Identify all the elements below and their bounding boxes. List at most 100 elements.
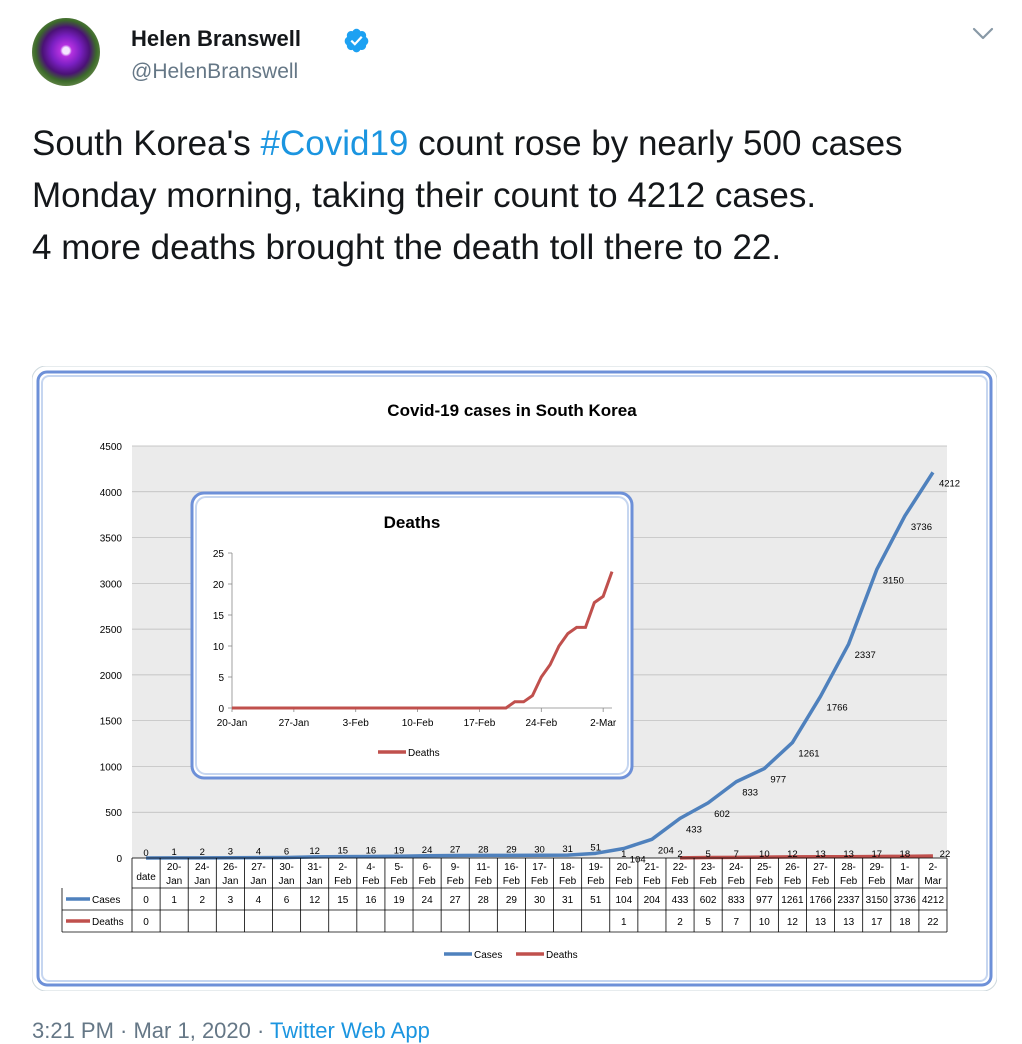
table-header-cell: 27- xyxy=(813,862,827,873)
deaths-data-label: 13 xyxy=(815,849,826,860)
cases-data-label: 0 xyxy=(143,848,148,859)
inset-x-tick-label: 17-Feb xyxy=(464,718,496,729)
cases-data-label: 51 xyxy=(590,842,601,853)
table-header-cell: 23- xyxy=(701,862,715,873)
table-header-cell: Feb xyxy=(643,876,661,887)
table-header-cell: Feb xyxy=(728,876,746,887)
display-name[interactable]: Helen Branswell xyxy=(131,26,301,51)
cases-data-label: 24 xyxy=(422,845,433,856)
cases-data-label: 602 xyxy=(714,809,730,820)
inset-x-tick-label: 2-Mar xyxy=(590,718,617,729)
table-header-cell: Feb xyxy=(615,876,633,887)
table-cell: 2 xyxy=(677,917,683,928)
y-tick-label: 2000 xyxy=(100,671,123,682)
inset-deaths-series xyxy=(232,571,614,710)
cases-line xyxy=(146,471,935,860)
table-header-cell: Feb xyxy=(447,876,465,887)
table-cell: 5 xyxy=(705,917,711,928)
y-tick-label: 0 xyxy=(116,854,122,865)
table-cell: 2337 xyxy=(838,895,861,906)
table-cell: 4 xyxy=(256,895,262,906)
table-header-cell: Feb xyxy=(587,876,605,887)
cases-data-label: 28 xyxy=(478,844,489,855)
table-header-cell: Jan xyxy=(250,876,266,887)
inset-x-tick-label: 24-Feb xyxy=(525,718,557,729)
table-header-cell: Feb xyxy=(531,876,549,887)
table-header-cell: 26- xyxy=(785,862,799,873)
table-cell: 7 xyxy=(733,917,739,928)
deaths-data-label: 1 xyxy=(621,849,626,860)
table-cell: 24 xyxy=(422,895,434,906)
table-cell: 3 xyxy=(228,895,234,906)
deaths-data-label: 17 xyxy=(871,849,882,860)
table-header-cell: 18- xyxy=(560,862,574,873)
table-header-cell: Feb xyxy=(475,876,493,887)
table-header-cell: Jan xyxy=(222,876,238,887)
timestamp[interactable]: 3:21 PM · Mar 1, 2020 · xyxy=(32,1018,271,1043)
tweet-paragraph: South Korea's #Covid19 count rose by nea… xyxy=(32,118,992,222)
cases-data-label: 977 xyxy=(770,775,786,786)
y-tick-label: 3500 xyxy=(100,534,123,545)
table-header-cell: 17- xyxy=(532,862,546,873)
deaths-series: 1 2 5 7 10 12 13 13 17 18 22 xyxy=(621,849,950,860)
deaths-data-label: 7 xyxy=(734,849,739,860)
table-header-cell: 24- xyxy=(729,862,743,873)
inset-legend: Deaths xyxy=(378,748,440,759)
tweet-text-part: count rose by nearly 500 cases Monday mo… xyxy=(32,124,903,215)
table-row-label: Deaths xyxy=(92,917,124,928)
y-tick-label: 2500 xyxy=(100,625,123,636)
y-tick-label: 1500 xyxy=(100,717,123,728)
cases-data-label: 3736 xyxy=(911,522,932,533)
table-cell: 0 xyxy=(143,895,149,906)
inset-axes: 0 5 10 15 20 25 20-Jan 27-Jan 3-Feb 10-Feb 17-Feb 2… xyxy=(213,549,617,729)
table-header-cell: 20- xyxy=(617,862,631,873)
table-header-cell: 21- xyxy=(645,862,659,873)
cases-data-label: 2337 xyxy=(855,650,876,661)
cases-data-label: 1766 xyxy=(827,702,848,713)
inset-x-tick-label: 3-Feb xyxy=(343,718,370,729)
table-header-cell: Jan xyxy=(307,876,323,887)
table-header-cell: Feb xyxy=(671,876,689,887)
inset-y-tick-label: 15 xyxy=(213,611,225,622)
inset-x-tick-label: 27-Jan xyxy=(279,718,310,729)
table-header-cell: Jan xyxy=(166,876,182,887)
deaths-data-label: 18 xyxy=(900,849,911,860)
table-header-cell: 30- xyxy=(279,862,293,873)
table-header-cell: 29- xyxy=(870,862,884,873)
user-handle[interactable]: @HelenBranswell xyxy=(131,60,299,83)
cases-data-label: 433 xyxy=(686,824,702,835)
chevron-down-icon[interactable] xyxy=(972,26,994,42)
inset-x-tick-label: 10-Feb xyxy=(402,718,434,729)
deaths-data-label: 5 xyxy=(705,849,710,860)
table-cell: 3150 xyxy=(866,895,889,906)
inset-y-tick-label: 5 xyxy=(218,673,224,684)
table-cell: 0 xyxy=(143,917,149,928)
y-tick-label: 4000 xyxy=(100,488,123,499)
table-cell: 30 xyxy=(534,895,546,906)
table-header-cell: Feb xyxy=(503,876,521,887)
inset-y-tick-label: 10 xyxy=(213,642,225,653)
table-cell: 28 xyxy=(478,895,490,906)
table-header-cell: Feb xyxy=(756,876,774,887)
source-app-link[interactable]: Twitter Web App xyxy=(270,1018,430,1043)
verified-badge-icon xyxy=(344,28,369,53)
cases-data-label: 6 xyxy=(284,846,289,857)
table-header-cell: 22- xyxy=(673,862,687,873)
y-tick-label: 4500 xyxy=(100,442,123,453)
tweet-footer: 3:21 PM · Mar 1, 2020 · Twitter Web App xyxy=(32,1018,430,1044)
table-header-cell: 26- xyxy=(223,862,237,873)
table-header-cell: 5- xyxy=(395,862,404,873)
y-tick-label: 1000 xyxy=(100,762,123,773)
table-header-cell: Feb xyxy=(559,876,577,887)
avatar[interactable] xyxy=(32,18,100,86)
table-cell: 31 xyxy=(562,895,574,906)
cases-data-label: 30 xyxy=(534,844,545,855)
tweet-text: South Korea's #Covid19 count rose by nea… xyxy=(32,118,992,274)
table-header-cell: Feb xyxy=(784,876,802,887)
hashtag-link[interactable]: #Covid19 xyxy=(260,124,409,163)
deaths-line xyxy=(680,854,933,860)
table-cell: 1261 xyxy=(781,895,804,906)
cases-data-label: 31 xyxy=(562,844,573,855)
inset-chart: Deaths 0 5 10 15 20 25 20-Jan 27-Jan 3-Feb 10-Feb… xyxy=(190,491,634,780)
